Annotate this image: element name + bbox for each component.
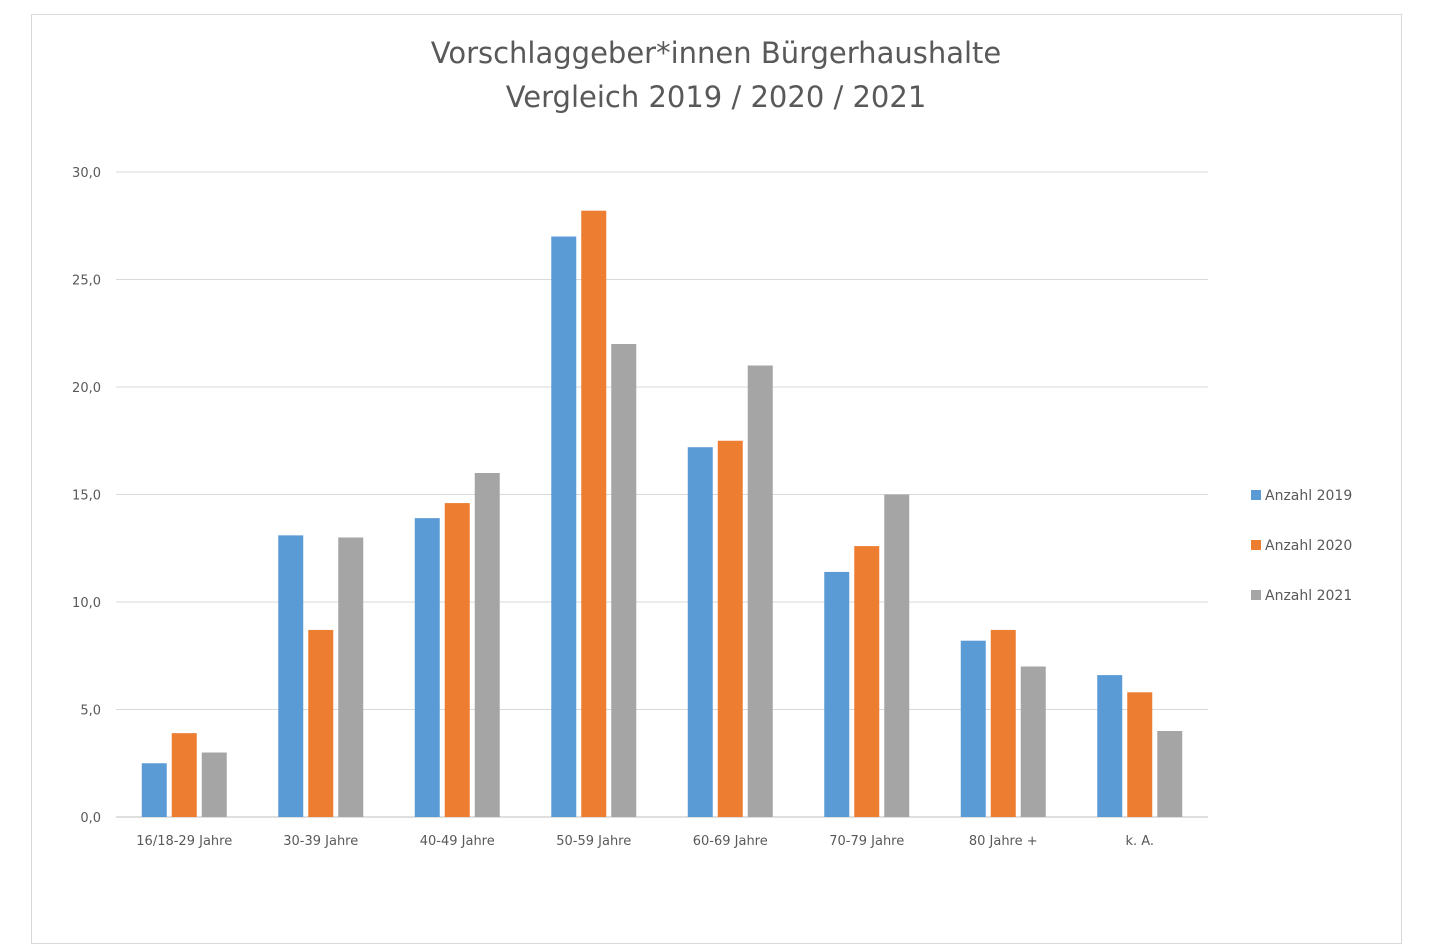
bar-anzahl-2019 bbox=[687, 447, 713, 817]
bar-anzahl-2021 bbox=[884, 494, 910, 817]
bar-anzahl-2019 bbox=[414, 518, 440, 817]
bar-anzahl-2019 bbox=[1097, 675, 1123, 817]
y-tick-label: 5,0 bbox=[80, 704, 101, 719]
bar-anzahl-2021 bbox=[201, 752, 227, 817]
y-tick-label: 25,0 bbox=[72, 274, 101, 289]
chart-title-line-1: Vorschlaggeber*innen Bürgerhaushalte bbox=[431, 36, 1002, 70]
bar-chart: Vorschlaggeber*innen Bürgerhaushalte Ver… bbox=[72, 36, 1352, 849]
legend-swatch bbox=[1251, 540, 1261, 550]
legend-label: Anzahl 2019 bbox=[1265, 488, 1352, 504]
bar-anzahl-2020 bbox=[854, 546, 880, 817]
legend-swatch bbox=[1251, 490, 1261, 500]
y-tick-label: 10,0 bbox=[72, 596, 101, 611]
bar-anzahl-2021 bbox=[747, 365, 773, 817]
bar-anzahl-2021 bbox=[1020, 666, 1046, 817]
bar-anzahl-2019 bbox=[141, 763, 167, 817]
x-tick-label: 50-59 Jahre bbox=[556, 834, 631, 849]
bar-anzahl-2020 bbox=[1127, 692, 1153, 817]
bar-anzahl-2021 bbox=[474, 473, 500, 817]
bar-anzahl-2020 bbox=[717, 440, 743, 817]
x-tick-label: 40-49 Jahre bbox=[420, 834, 495, 849]
bar-anzahl-2019 bbox=[824, 571, 850, 817]
bar-anzahl-2020 bbox=[444, 503, 470, 817]
bar-anzahl-2020 bbox=[171, 733, 197, 817]
legend-label: Anzahl 2021 bbox=[1265, 588, 1352, 604]
y-tick-label: 30,0 bbox=[72, 166, 101, 181]
chart-title-line-2: Vergleich 2019 / 2020 / 2021 bbox=[506, 80, 927, 114]
y-tick-label: 0,0 bbox=[80, 811, 101, 826]
bar-anzahl-2021 bbox=[338, 537, 364, 817]
bar-anzahl-2020 bbox=[581, 210, 607, 817]
bar-anzahl-2021 bbox=[611, 344, 637, 817]
x-tick-label: 70-79 Jahre bbox=[829, 834, 904, 849]
bar-anzahl-2019 bbox=[960, 640, 986, 817]
bar-anzahl-2019 bbox=[278, 535, 304, 817]
legend-swatch bbox=[1251, 590, 1261, 600]
y-tick-label: 15,0 bbox=[72, 489, 101, 504]
x-tick-label: 80 Jahre + bbox=[969, 834, 1038, 849]
legend-label: Anzahl 2020 bbox=[1265, 538, 1352, 554]
x-tick-label: 16/18-29 Jahre bbox=[136, 834, 232, 849]
bar-anzahl-2020 bbox=[990, 629, 1016, 817]
x-tick-label: k. A. bbox=[1125, 834, 1154, 849]
bar-anzahl-2019 bbox=[551, 236, 577, 817]
bar-anzahl-2021 bbox=[1157, 731, 1183, 817]
x-tick-label: 60-69 Jahre bbox=[693, 834, 768, 849]
y-tick-label: 20,0 bbox=[72, 381, 101, 396]
bar-anzahl-2020 bbox=[308, 629, 334, 817]
x-tick-label: 30-39 Jahre bbox=[283, 834, 358, 849]
